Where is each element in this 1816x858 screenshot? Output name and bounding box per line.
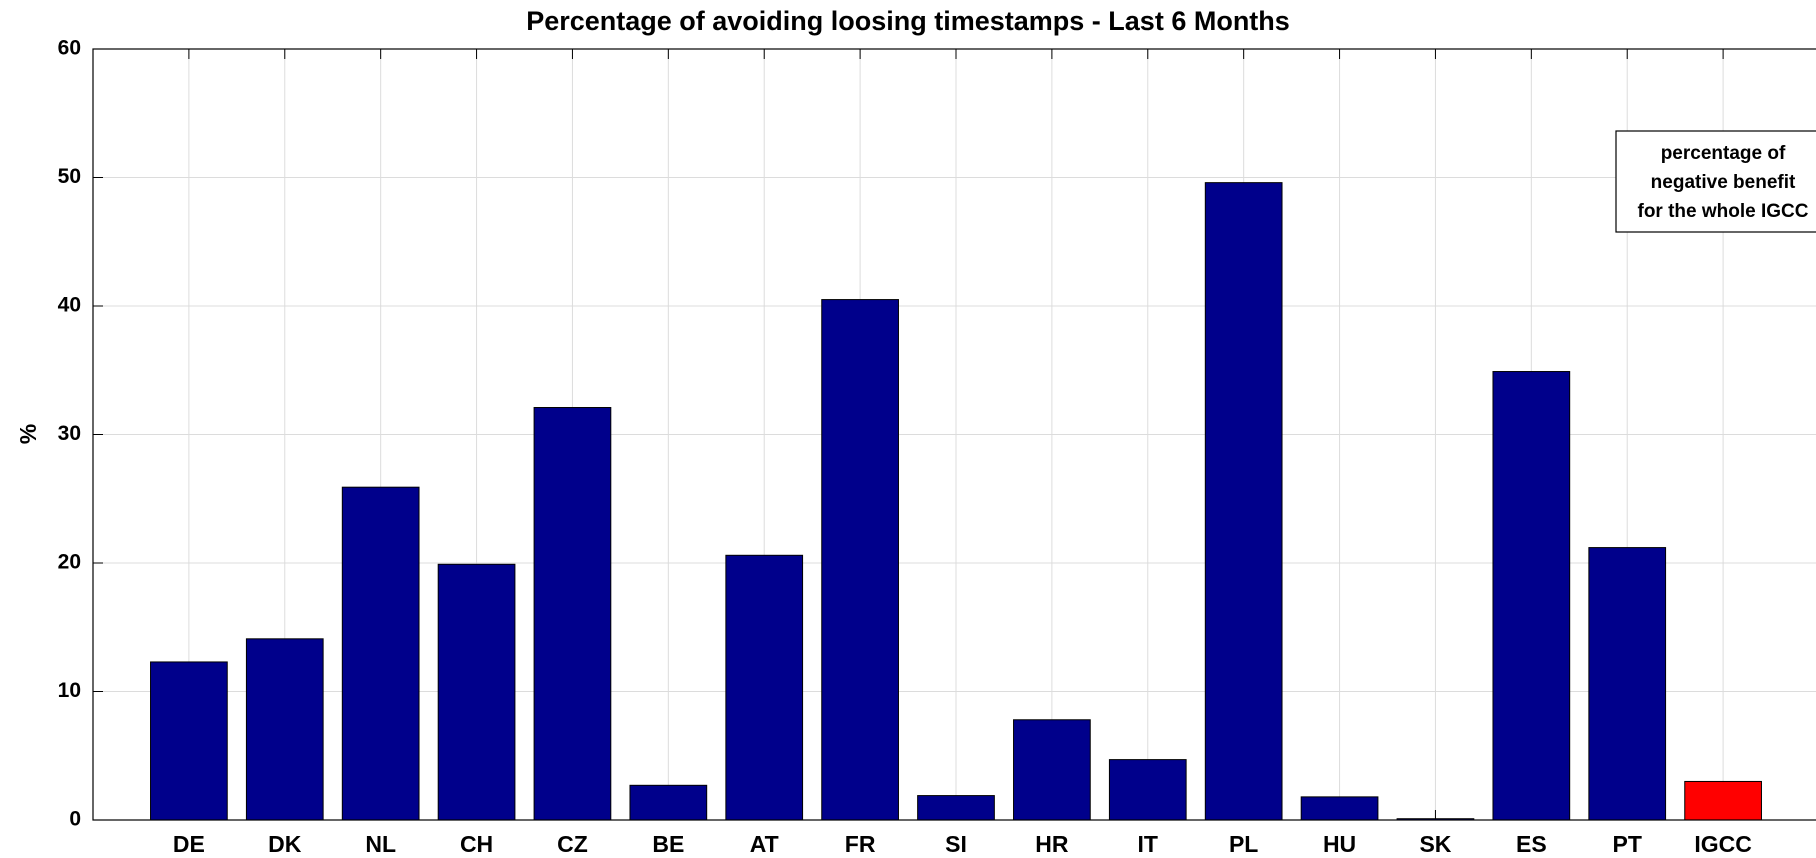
bar bbox=[821, 299, 899, 821]
annotation-text: for the whole IGCC bbox=[1638, 201, 1809, 222]
bar bbox=[629, 784, 708, 821]
y-tick-label: 20 bbox=[58, 551, 81, 574]
x-tick-label: CZ bbox=[557, 831, 588, 857]
x-tick-label: PT bbox=[1613, 831, 1642, 857]
x-tick-label: DK bbox=[268, 831, 302, 857]
bar bbox=[150, 661, 228, 821]
x-tick-label: PL bbox=[1229, 831, 1258, 857]
x-tick-label: CH bbox=[460, 831, 493, 857]
annotation-box bbox=[1615, 130, 1816, 233]
x-tick-label: DE bbox=[173, 831, 205, 857]
bar bbox=[341, 486, 420, 821]
chart-title: Percentage of avoiding loosing timestamp… bbox=[526, 6, 1290, 36]
x-tick-label: HR bbox=[1035, 831, 1069, 857]
plot-frame bbox=[92, 48, 1816, 821]
bar bbox=[245, 638, 324, 821]
annotation-text: negative benefit bbox=[1651, 172, 1796, 193]
x-tick-label: NL bbox=[365, 831, 396, 857]
x-tick-label: HU bbox=[1323, 831, 1356, 857]
y-tick-label: 30 bbox=[58, 422, 81, 445]
y-tick-label: 50 bbox=[58, 165, 81, 188]
x-tick-label: IGCC bbox=[1694, 831, 1752, 857]
x-tick-label: BE bbox=[652, 831, 684, 857]
x-tick-label: FR bbox=[845, 831, 876, 857]
y-tick-label: 0 bbox=[69, 808, 81, 831]
bar bbox=[437, 563, 516, 821]
bar bbox=[533, 407, 612, 821]
bar bbox=[1204, 182, 1283, 821]
bar bbox=[1013, 719, 1091, 821]
bar bbox=[1492, 371, 1571, 821]
bar bbox=[917, 795, 995, 821]
x-tick-label: IT bbox=[1138, 831, 1158, 857]
y-axis-label: % bbox=[15, 424, 41, 444]
bar bbox=[1588, 547, 1667, 821]
bar bbox=[1300, 796, 1379, 821]
x-tick-label: SK bbox=[1419, 831, 1451, 857]
annotation-text: percentage of bbox=[1661, 143, 1786, 164]
y-tick-label: 60 bbox=[58, 37, 81, 60]
y-tick-label: 40 bbox=[58, 294, 81, 317]
x-tick-label: ES bbox=[1516, 831, 1547, 857]
x-tick-label: AT bbox=[750, 831, 779, 857]
bar bbox=[1108, 759, 1187, 821]
x-tick-label: SI bbox=[945, 831, 967, 857]
bar bbox=[1684, 780, 1762, 821]
bar bbox=[725, 554, 804, 821]
y-tick-label: 10 bbox=[58, 679, 81, 702]
